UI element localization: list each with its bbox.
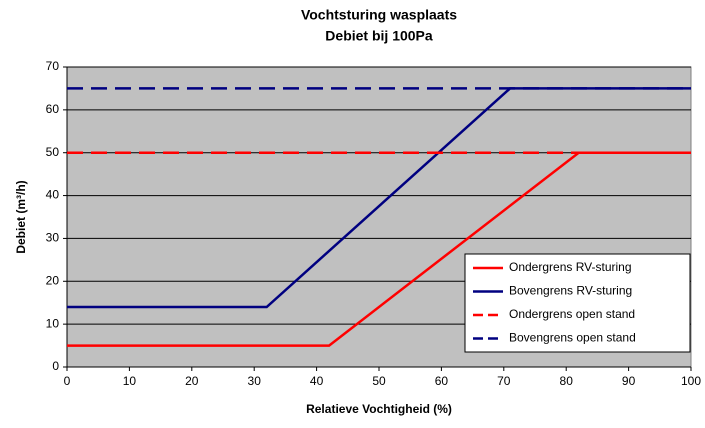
y-axis-label: Debiet (m³/h)	[14, 180, 28, 253]
y-tick-label: 30	[46, 231, 60, 245]
legend-label: Bovengrens open stand	[509, 331, 636, 345]
x-tick-label: 80	[560, 374, 574, 388]
y-tick-label: 0	[52, 359, 59, 373]
y-tick-label: 10	[46, 316, 60, 330]
x-tick-label: 60	[435, 374, 449, 388]
x-tick-label: 0	[64, 374, 71, 388]
x-tick-label: 70	[497, 374, 511, 388]
legend-box	[464, 253, 691, 353]
chart-subtitle: Debiet bij 100Pa	[325, 28, 433, 44]
x-tick-label: 10	[123, 374, 137, 388]
y-tick-label: 20	[46, 273, 60, 287]
y-tick-label: 50	[46, 145, 60, 159]
y-tick-label: 40	[46, 188, 60, 202]
x-axis-label: Relatieve Vochtigheid (%)	[306, 402, 452, 416]
y-tick-label: 60	[46, 102, 60, 116]
x-tick-label: 30	[248, 374, 262, 388]
x-tick-label: 90	[622, 374, 636, 388]
legend-label: Ondergrens open stand	[509, 307, 635, 321]
legend-label: Ondergrens RV-sturing	[509, 260, 632, 274]
x-tick-label: 100	[681, 374, 701, 388]
x-tick-label: 40	[310, 374, 324, 388]
chart-title: Vochtsturing wasplaats	[301, 7, 457, 23]
y-tick-label: 70	[46, 59, 60, 73]
legend-label: Bovengrens RV-sturing	[509, 284, 632, 298]
x-tick-label: 50	[372, 374, 386, 388]
x-tick-label: 20	[185, 374, 199, 388]
